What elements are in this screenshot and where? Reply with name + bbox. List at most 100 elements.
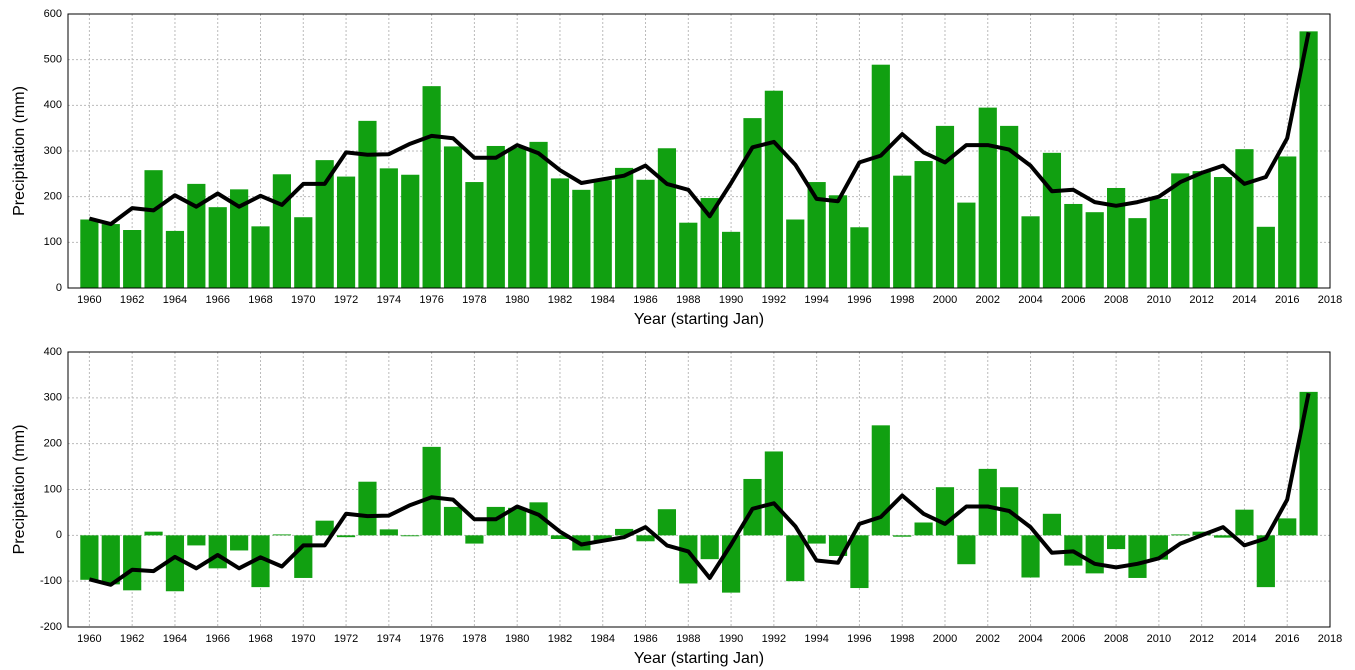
x-tick-label: 1964 <box>163 294 187 306</box>
bar <box>593 180 612 288</box>
bar <box>807 182 826 288</box>
bar <box>336 535 356 538</box>
bar <box>1085 535 1104 574</box>
bar <box>1149 198 1168 288</box>
bar <box>1235 509 1254 536</box>
bar <box>336 176 356 288</box>
y-tick-label: 0 <box>56 282 62 294</box>
x-tick-label: 2014 <box>1232 294 1256 306</box>
bar <box>251 535 270 588</box>
bar <box>1042 152 1062 288</box>
bar <box>508 147 527 288</box>
bar <box>230 189 249 288</box>
bar <box>1278 156 1297 288</box>
bar <box>657 509 677 536</box>
bar <box>165 535 185 592</box>
bar <box>80 219 99 288</box>
x-tick-label: 1980 <box>505 294 529 306</box>
x-tick-label: 1972 <box>334 294 358 306</box>
x-tick-label: 2016 <box>1275 633 1299 645</box>
x-tick-label: 2018 <box>1318 294 1342 306</box>
bar <box>443 146 463 288</box>
bar <box>764 451 783 536</box>
x-tick-label: 2008 <box>1104 633 1128 645</box>
bar <box>465 535 484 544</box>
bar <box>1042 513 1062 536</box>
x-tick-label: 1960 <box>77 294 101 306</box>
x-tick-label: 2000 <box>933 633 957 645</box>
plot-frame <box>67 13 1331 289</box>
bar <box>529 141 548 288</box>
bar <box>786 535 805 582</box>
bar <box>1299 391 1318 536</box>
x-tick-label: 2004 <box>1018 294 1042 306</box>
bar <box>144 531 163 536</box>
bar <box>272 174 291 288</box>
bar <box>593 535 612 541</box>
x-tick-label: 1976 <box>419 294 443 306</box>
y-tick-label: 300 <box>44 392 62 404</box>
x-tick-label: 2006 <box>1061 294 1085 306</box>
x-tick-label: 1966 <box>205 633 229 645</box>
bar <box>957 535 976 565</box>
bar <box>935 487 955 536</box>
x-tick-label: 1968 <box>248 633 272 645</box>
bar <box>123 535 142 591</box>
x-tick-label: 2014 <box>1232 633 1256 645</box>
bar <box>465 182 484 288</box>
bar <box>721 231 741 288</box>
bar <box>294 535 313 578</box>
x-tick-label: 2010 <box>1147 633 1171 645</box>
x-tick-label: 1960 <box>77 633 101 645</box>
bar <box>1107 187 1126 288</box>
bar <box>1064 203 1083 288</box>
bar <box>786 219 805 288</box>
bar <box>1299 31 1318 288</box>
bar <box>144 170 163 288</box>
bar <box>251 226 270 288</box>
bar <box>679 535 698 584</box>
bar <box>315 520 334 536</box>
bar <box>1235 149 1254 288</box>
x-tick-label: 1992 <box>762 294 786 306</box>
bar <box>230 535 249 551</box>
bar <box>550 178 570 288</box>
bar <box>807 535 826 544</box>
x-tick-label: 2002 <box>976 294 1000 306</box>
y-axis-label: Precipitation (mm) <box>11 425 28 555</box>
x-tick-label: 1980 <box>505 633 529 645</box>
x-tick-label: 1966 <box>205 294 229 306</box>
bar <box>978 107 997 288</box>
x-tick-label: 1990 <box>719 294 743 306</box>
x-tick-label: 2016 <box>1275 294 1299 306</box>
bar <box>850 227 869 288</box>
x-tick-label: 1976 <box>419 633 443 645</box>
x-tick-label: 1962 <box>120 633 144 645</box>
bar <box>187 183 206 288</box>
x-tick-label: 2006 <box>1061 633 1085 645</box>
y-tick-label: 500 <box>44 54 62 66</box>
bar <box>764 90 783 288</box>
x-tick-label: 2010 <box>1147 294 1171 306</box>
x-tick-label: 2012 <box>1189 294 1213 306</box>
bar <box>550 535 570 539</box>
y-tick-label: 300 <box>44 145 62 157</box>
x-tick-label: 1974 <box>377 294 401 306</box>
x-tick-label: 2004 <box>1018 633 1042 645</box>
y-tick-label: 400 <box>44 346 62 358</box>
y-tick-label: -100 <box>40 575 62 587</box>
bar <box>1128 535 1147 578</box>
bar <box>636 535 655 542</box>
x-tick-label: 1990 <box>719 633 743 645</box>
x-tick-label: 1974 <box>377 633 401 645</box>
x-tick-label: 1988 <box>676 294 700 306</box>
x-tick-label: 1982 <box>548 294 572 306</box>
y-axis-label: Precipitation (mm) <box>11 86 28 216</box>
bar <box>508 507 527 536</box>
bar <box>871 425 890 536</box>
x-tick-label: 1978 <box>462 633 486 645</box>
bar <box>935 125 955 288</box>
x-tick-label: 1988 <box>676 633 700 645</box>
line <box>88 392 1311 587</box>
